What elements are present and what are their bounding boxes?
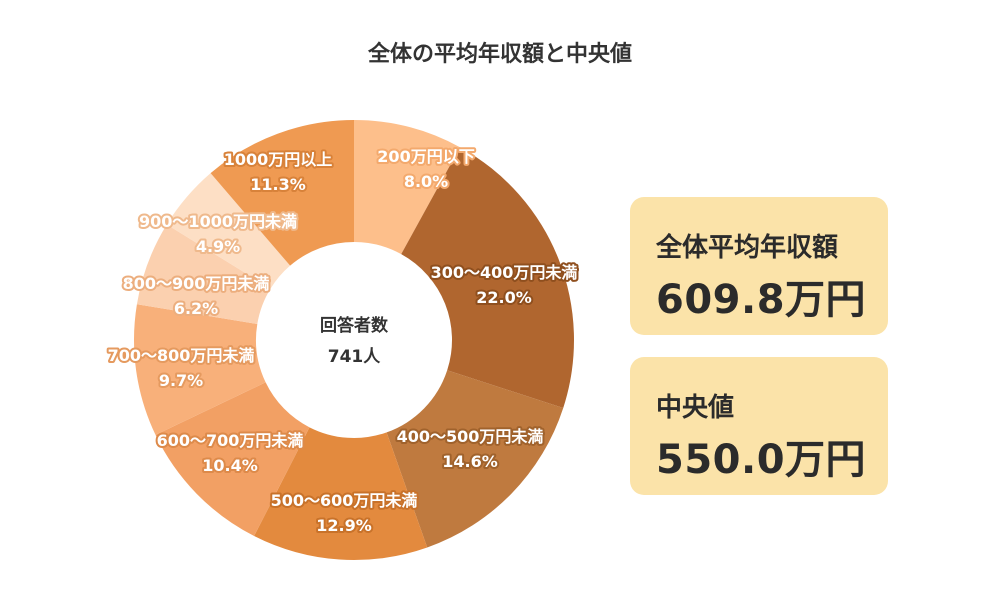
donut-slice bbox=[354, 120, 460, 255]
slice-percent-label: 4.9% bbox=[196, 237, 240, 256]
donut-slice bbox=[386, 370, 564, 548]
slice-category-label: 200万円以下 bbox=[377, 147, 474, 166]
median-income-box: 中央値 550.0万円 bbox=[630, 357, 888, 495]
slice-percent-label: 9.7% bbox=[159, 371, 203, 390]
donut-slice bbox=[155, 382, 310, 537]
average-income-value: 609.8万円 bbox=[656, 277, 867, 323]
center-label: 回答者数 bbox=[320, 315, 389, 336]
chart-title: 全体の平均年収額と中央値 bbox=[367, 42, 632, 67]
center-value: 741人 bbox=[328, 347, 381, 367]
average-income-label: 全体平均年収額 bbox=[656, 233, 839, 263]
slice-category-label: 800～900万円未満 bbox=[123, 274, 270, 293]
slice-category-label: 300～400万円未満 bbox=[431, 263, 578, 282]
donut-slice bbox=[136, 224, 271, 325]
slice-percent-label: 22.0% bbox=[476, 288, 532, 307]
slice-percent-label: 11.3% bbox=[250, 175, 306, 194]
donut-slice bbox=[166, 173, 291, 289]
slice-category-label: 1000万円以上 bbox=[224, 150, 333, 169]
median-income-label: 中央値 bbox=[656, 393, 735, 423]
donut-slice bbox=[134, 304, 266, 435]
donut-slice-labels: 200万円以下 8.0% 300～400万円未満 22.0% 400～500万円未満 14… bbox=[106, 145, 580, 537]
slice-percent-label: 8.0% bbox=[404, 172, 448, 191]
slice-percent-label: 14.6% bbox=[442, 452, 498, 471]
donut-slices bbox=[134, 119, 574, 560]
donut-slice bbox=[254, 427, 428, 560]
slice-percent-label: 12.9% bbox=[316, 516, 372, 535]
donut-slice bbox=[401, 147, 574, 408]
slice-category-label: 500～600万円未満 bbox=[271, 491, 418, 510]
slice-category-label: 900～1000万円未満 bbox=[139, 212, 297, 231]
slice-category-label: 700～800万円未満 bbox=[108, 346, 255, 365]
slice-percent-label: 6.2% bbox=[174, 299, 218, 318]
donut-slice bbox=[210, 119, 354, 266]
slice-category-label: 600～700万円未満 bbox=[157, 431, 304, 450]
average-income-box: 全体平均年収額 609.8万円 bbox=[630, 197, 888, 335]
median-income-value: 550.0万円 bbox=[656, 437, 867, 483]
slice-category-label: 400～500万円未満 bbox=[397, 427, 544, 446]
slice-percent-label: 10.4% bbox=[202, 456, 258, 475]
